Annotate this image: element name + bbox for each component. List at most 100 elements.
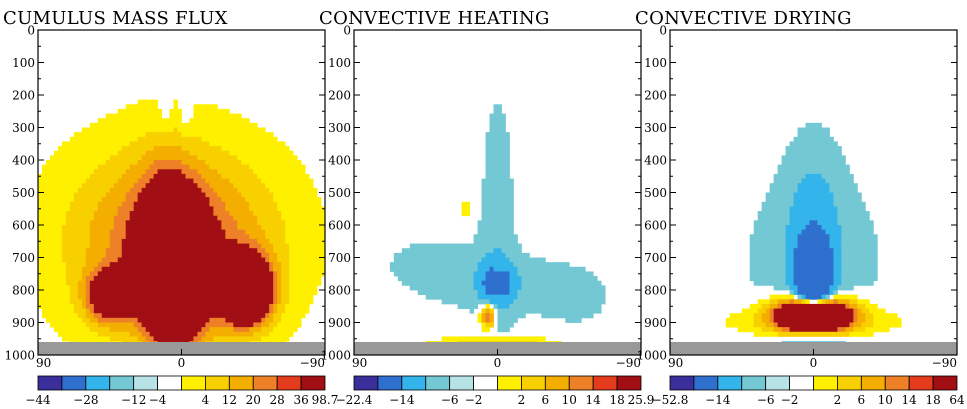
contour-cell [517, 280, 522, 286]
contour-cell [277, 192, 282, 198]
contour-cell [189, 197, 194, 203]
contour-cell [269, 206, 274, 212]
contour-cell [137, 229, 143, 235]
contour-cell [217, 113, 222, 119]
contour-cell [289, 327, 294, 333]
contour-cell [233, 262, 238, 268]
contour-cell [805, 136, 810, 142]
contour-cell [485, 197, 490, 203]
contour-cell [237, 113, 242, 119]
contour-cell [293, 169, 298, 175]
contour-cell [197, 127, 202, 133]
contour-cell [577, 313, 582, 319]
contour-cell [45, 206, 51, 212]
contour-cell [125, 229, 131, 235]
contour-cell [549, 290, 554, 296]
contour-cell [417, 252, 423, 258]
contour-cell [181, 280, 186, 286]
contour-cell [281, 257, 286, 263]
contour-cell [129, 127, 135, 133]
contour-cell [65, 294, 71, 300]
contour-cell [137, 155, 143, 161]
contour-cell [137, 262, 143, 268]
contour-cell [237, 294, 242, 300]
contour-cell [38, 178, 43, 184]
contour-cell [821, 164, 826, 170]
contour-cell [797, 127, 802, 133]
contour-cell [829, 164, 834, 170]
contour-cell [241, 220, 246, 226]
contour-cell [273, 146, 278, 152]
contour-cell [561, 271, 566, 277]
contour-cell [769, 187, 775, 193]
contour-cell [493, 211, 498, 217]
contour-cell [53, 225, 59, 231]
contour-cell [233, 290, 238, 296]
contour-cell [185, 192, 190, 198]
contour-cell [69, 280, 75, 286]
contour-cell [273, 327, 278, 333]
contour-cell [69, 225, 75, 231]
contour-cell [185, 290, 190, 296]
contour-cell [169, 225, 174, 231]
contour-cell [281, 192, 286, 198]
contour-cell [185, 229, 190, 235]
contour-cell [121, 313, 127, 319]
contour-cell [301, 285, 306, 291]
contour-cell [117, 243, 123, 249]
contour-cell [441, 262, 447, 268]
contour-cell [165, 271, 170, 277]
contour-cell [821, 197, 826, 203]
contour-cell [189, 317, 194, 323]
contour-cell [837, 164, 842, 170]
contour-cell [113, 248, 119, 254]
contour-cell [185, 234, 190, 240]
contour-cell [285, 187, 290, 193]
contour-cell [245, 285, 250, 291]
contour-cell [277, 336, 282, 342]
contour-cell [265, 169, 270, 175]
contour-cell [213, 178, 218, 184]
contour-cell [261, 169, 266, 175]
contour-cell [265, 229, 270, 235]
contour-cell [113, 308, 119, 314]
contour-cell [161, 169, 166, 175]
contour-cell [273, 192, 278, 198]
contour-cell [301, 169, 306, 175]
contour-cell [289, 211, 294, 217]
contour-cell [41, 299, 47, 305]
contour-cell [493, 229, 498, 235]
y-tick-label: 300 [12, 121, 35, 135]
contour-cell [237, 280, 242, 286]
contour-cell [493, 141, 498, 147]
contour-cell [837, 160, 842, 166]
contour-cell [485, 276, 490, 282]
contour-cell [829, 183, 834, 189]
contour-cell [73, 271, 79, 277]
contour-cell [265, 327, 270, 333]
contour-cell [809, 169, 814, 175]
contour-cell [81, 225, 87, 231]
contour-cell [489, 220, 494, 226]
contour-cell [261, 336, 266, 342]
contour-cell [177, 155, 182, 161]
contour-cell [513, 243, 518, 249]
contour-cell [305, 197, 310, 203]
contour-cell [105, 201, 111, 207]
contour-cell [825, 201, 830, 207]
contour-cell [809, 141, 814, 147]
contour-cell [497, 104, 502, 110]
contour-cell [829, 146, 834, 152]
contour-cell [529, 262, 534, 268]
contour-cell [49, 234, 55, 240]
contour-cell [77, 303, 83, 309]
contour-cell [301, 173, 306, 179]
contour-cell [125, 215, 131, 221]
contour-cell [85, 173, 91, 179]
contour-cell [785, 187, 790, 193]
contour-cell [449, 262, 455, 268]
contour-cell [825, 155, 830, 161]
contour-cell [225, 308, 230, 314]
contour-cell [145, 285, 151, 291]
contour-cell [193, 266, 198, 272]
